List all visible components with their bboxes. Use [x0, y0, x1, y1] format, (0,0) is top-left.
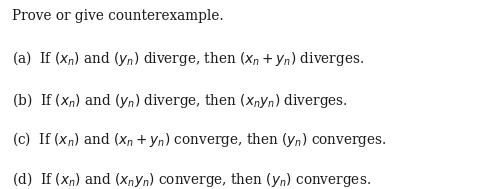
Text: (a)  If $(x_n)$ and $(y_n)$ diverge, then $(x_n + y_n)$ diverges.: (a) If $(x_n)$ and $(y_n)$ diverge, then…	[12, 49, 364, 68]
Text: (b)  If $(x_n)$ and $(y_n)$ diverge, then $(x_n y_n)$ diverges.: (b) If $(x_n)$ and $(y_n)$ diverge, then…	[12, 91, 348, 110]
Text: Prove or give counterexample.: Prove or give counterexample.	[12, 9, 224, 23]
Text: (d)  If $(x_n)$ and $(x_n y_n)$ converge, then $(y_n)$ converges.: (d) If $(x_n)$ and $(x_n y_n)$ converge,…	[12, 170, 371, 189]
Text: (c)  If $(x_n)$ and $(x_n + y_n)$ converge, then $(y_n)$ converges.: (c) If $(x_n)$ and $(x_n + y_n)$ converg…	[12, 130, 387, 149]
